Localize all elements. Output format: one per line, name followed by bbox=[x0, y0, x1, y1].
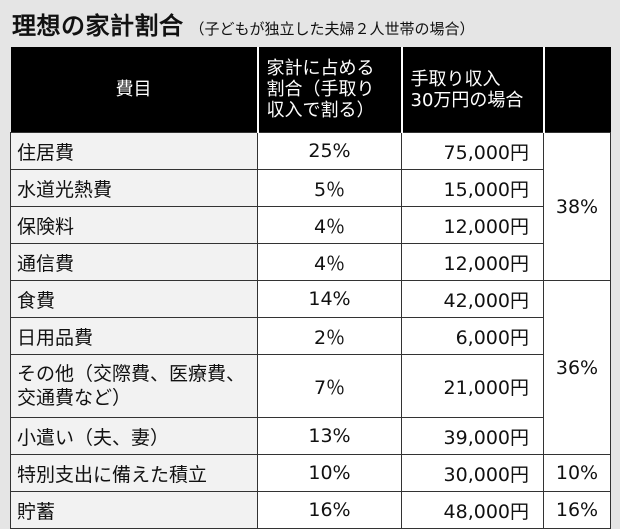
row-ratio: 4％ bbox=[257, 243, 402, 281]
row-item: 小遣い（夫、妻） bbox=[10, 417, 258, 455]
header-ratio: 家計に占める 割合（手取り 収入で割る） bbox=[256, 47, 402, 133]
row-ratio: 25% bbox=[257, 132, 402, 170]
row-item-line2: 交通費など） bbox=[17, 387, 132, 409]
row-item: 保険料 bbox=[10, 206, 258, 244]
budget-table: 費目 家計に占める 割合（手取り 収入で割る） 手取り収入 30万円の場合 住居… bbox=[10, 47, 611, 529]
table-row: 日用品費 2％ 6,000円 bbox=[10, 317, 611, 355]
row-item: 食費 bbox=[10, 280, 258, 318]
header-ratio-line3: 収入で割る） bbox=[266, 100, 375, 121]
row-amount: 6,000円 bbox=[401, 317, 544, 355]
table-row: 水道光熱費 5％ 15,000円 bbox=[10, 169, 611, 207]
row-item: 住居費 bbox=[10, 132, 258, 170]
header-amount: 手取り収入 30万円の場合 bbox=[400, 47, 544, 133]
row-item: その他（交際費、医療費、 交通費など） bbox=[10, 354, 258, 418]
table-row: その他（交際費、医療費、 交通費など） 7％ 21,000円 bbox=[10, 354, 611, 418]
group-total-savings: 16% bbox=[543, 491, 611, 529]
title-row: 理想の家計割合 （子どもが独立した夫婦２人世帯の場合） bbox=[12, 6, 614, 42]
row-ratio: 13% bbox=[257, 417, 402, 455]
row-amount: 12,000円 bbox=[401, 206, 544, 244]
group-total-living: 36% bbox=[543, 280, 611, 455]
row-ratio: 10% bbox=[257, 454, 402, 492]
row-amount: 15,000円 bbox=[401, 169, 544, 207]
row-amount: 42,000円 bbox=[401, 280, 544, 318]
header-group bbox=[542, 47, 611, 133]
row-amount: 30,000円 bbox=[401, 454, 544, 492]
header-amount-line1: 手取り収入 bbox=[410, 68, 501, 90]
table-row: 小遣い（夫、妻） 13% 39,000円 bbox=[10, 417, 611, 455]
row-item: 貯蓄 bbox=[10, 491, 258, 529]
row-item: 日用品費 bbox=[10, 317, 258, 355]
table-row: 保険料 4％ 12,000円 bbox=[10, 206, 611, 244]
header-amount-line2: 30万円の場合 bbox=[410, 89, 524, 111]
row-ratio: 7％ bbox=[257, 354, 402, 418]
row-ratio: 4％ bbox=[257, 206, 402, 244]
row-item: 水道光熱費 bbox=[10, 169, 258, 207]
row-item: 通信費 bbox=[10, 243, 258, 281]
row-ratio: 5％ bbox=[257, 169, 402, 207]
header-row: 費目 家計に占める 割合（手取り 収入で割る） 手取り収入 30万円の場合 bbox=[10, 47, 611, 133]
table-row: 貯蓄 16% 48,000円 16% bbox=[10, 491, 611, 529]
page-subtitle: （子どもが独立した夫婦２人世帯の場合） bbox=[189, 20, 475, 38]
table-row: 通信費 4％ 12,000円 bbox=[10, 243, 611, 281]
row-amount: 75,000円 bbox=[401, 132, 544, 170]
page-title: 理想の家計割合 bbox=[12, 12, 184, 40]
header-ratio-line1: 家計に占める bbox=[266, 58, 375, 79]
header-ratio-line2: 割合（手取り bbox=[266, 79, 375, 100]
row-ratio: 14% bbox=[257, 280, 402, 318]
row-ratio: 2％ bbox=[257, 317, 402, 355]
row-item-line1: その他（交際費、医療費、 bbox=[17, 363, 246, 385]
group-total-reserve: 10% bbox=[543, 454, 611, 492]
group-total-housing: 38% bbox=[543, 132, 611, 281]
row-item: 特別支出に備えた積立 bbox=[10, 454, 258, 492]
row-amount: 21,000円 bbox=[401, 354, 544, 418]
row-amount: 48,000円 bbox=[401, 491, 544, 529]
table-row: 食費 14% 42,000円 36% bbox=[10, 280, 611, 455]
row-amount: 12,000円 bbox=[401, 243, 544, 281]
row-amount: 39,000円 bbox=[401, 417, 544, 455]
row-ratio: 16% bbox=[257, 491, 402, 529]
table-row: 特別支出に備えた積立 10% 30,000円 10% bbox=[10, 454, 611, 492]
table-row: 住居費 25% 75,000円 38% bbox=[10, 132, 611, 281]
header-item: 費目 bbox=[10, 47, 258, 133]
